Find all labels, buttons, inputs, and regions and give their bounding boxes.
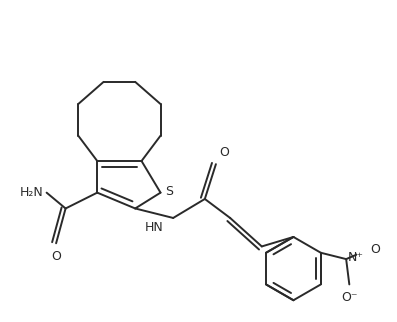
Text: O: O <box>370 243 380 256</box>
Text: O⁻: O⁻ <box>341 291 358 304</box>
Text: O: O <box>51 250 61 263</box>
Text: HN: HN <box>145 221 164 234</box>
Text: N⁺: N⁺ <box>348 251 364 264</box>
Text: O: O <box>219 147 229 159</box>
Text: S: S <box>165 185 173 198</box>
Text: H₂N: H₂N <box>20 186 43 199</box>
